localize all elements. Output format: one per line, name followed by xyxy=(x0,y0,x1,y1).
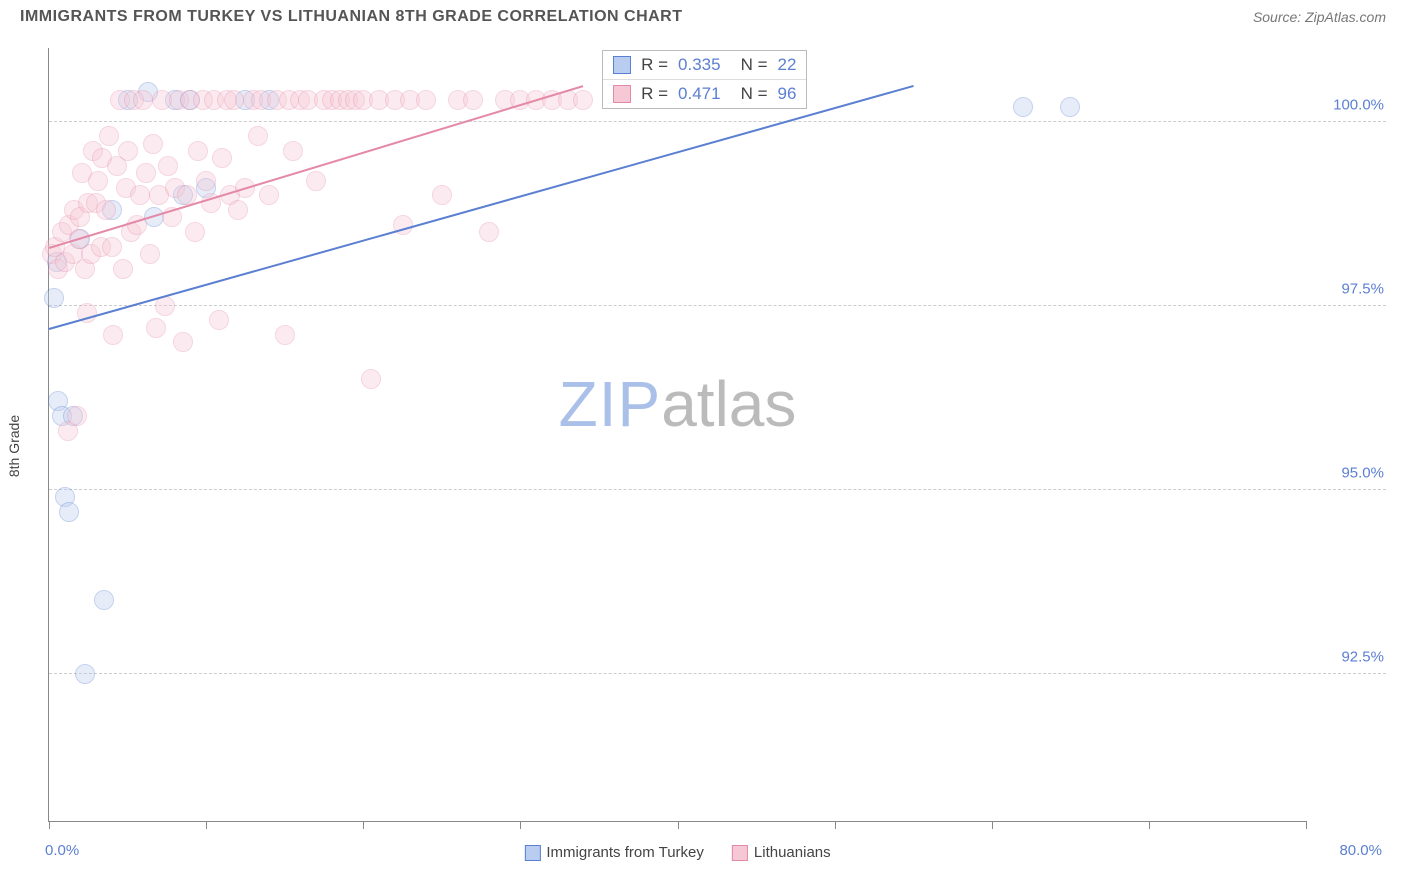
x-tick xyxy=(206,821,207,829)
watermark: ZIPatlas xyxy=(559,367,797,441)
gridline xyxy=(49,673,1386,674)
scatter-point-lithuanians xyxy=(140,244,160,264)
scatter-point-lithuanians xyxy=(275,325,295,345)
y-tick-label: 92.5% xyxy=(1314,648,1384,665)
x-axis-min-label: 0.0% xyxy=(45,842,79,859)
scatter-point-turkey xyxy=(1060,97,1080,117)
legend-item-lithuanians: Lithuanians xyxy=(732,844,831,861)
y-axis-label: 8th Grade xyxy=(6,415,22,477)
scatter-point-lithuanians xyxy=(185,222,205,242)
scatter-point-lithuanians xyxy=(118,141,138,161)
scatter-point-lithuanians xyxy=(102,237,122,257)
scatter-point-lithuanians xyxy=(228,200,248,220)
scatter-point-lithuanians xyxy=(196,171,216,191)
y-tick-label: 97.5% xyxy=(1314,280,1384,297)
chart-title: IMMIGRANTS FROM TURKEY VS LITHUANIAN 8TH… xyxy=(20,8,683,26)
scatter-point-lithuanians xyxy=(432,185,452,205)
x-tick xyxy=(49,821,50,829)
x-tick xyxy=(835,821,836,829)
scatter-point-lithuanians xyxy=(67,406,87,426)
x-tick xyxy=(678,821,679,829)
scatter-point-lithuanians xyxy=(103,325,123,345)
source-label: Source: ZipAtlas.com xyxy=(1253,9,1386,25)
scatter-point-lithuanians xyxy=(136,163,156,183)
gridline xyxy=(49,489,1386,490)
x-tick xyxy=(992,821,993,829)
scatter-point-lithuanians xyxy=(173,332,193,352)
scatter-point-lithuanians xyxy=(416,90,436,110)
scatter-point-lithuanians xyxy=(248,126,268,146)
plot-region: ZIPatlas 92.5%95.0%97.5%100.0% R =0.335N… xyxy=(48,48,1306,822)
scatter-point-lithuanians xyxy=(143,134,163,154)
gridline xyxy=(49,121,1386,122)
scatter-point-lithuanians xyxy=(209,310,229,330)
scatter-point-lithuanians xyxy=(224,90,244,110)
stats-swatch-icon xyxy=(613,85,631,103)
scatter-point-lithuanians xyxy=(306,171,326,191)
legend-item-turkey: Immigrants from Turkey xyxy=(524,844,704,861)
scatter-point-lithuanians xyxy=(361,369,381,389)
scatter-point-turkey xyxy=(75,664,95,684)
scatter-point-lithuanians xyxy=(479,222,499,242)
x-tick xyxy=(520,821,521,829)
stats-row-turkey: R =0.335N =22 xyxy=(603,51,806,79)
scatter-point-lithuanians xyxy=(146,318,166,338)
stats-swatch-icon xyxy=(613,56,631,74)
scatter-point-lithuanians xyxy=(212,148,232,168)
scatter-point-turkey xyxy=(94,590,114,610)
scatter-point-lithuanians xyxy=(113,259,133,279)
legend-label: Lithuanians xyxy=(754,844,831,861)
scatter-point-lithuanians xyxy=(96,200,116,220)
scatter-point-lithuanians xyxy=(463,90,483,110)
y-tick-label: 100.0% xyxy=(1314,96,1384,113)
scatter-point-lithuanians xyxy=(283,141,303,161)
scatter-point-turkey xyxy=(1013,97,1033,117)
scatter-point-turkey xyxy=(44,288,64,308)
legend-swatch-icon xyxy=(732,845,748,861)
scatter-point-lithuanians xyxy=(259,185,279,205)
correlation-stats-box: R =0.335N =22R =0.471N =96 xyxy=(602,50,807,109)
scatter-point-lithuanians xyxy=(158,156,178,176)
legend: Immigrants from Turkey Lithuanians xyxy=(524,844,830,861)
scatter-point-lithuanians xyxy=(99,126,119,146)
x-tick xyxy=(363,821,364,829)
legend-swatch-icon xyxy=(524,845,540,861)
scatter-point-lithuanians xyxy=(130,185,150,205)
stats-row-lithuanians: R =0.471N =96 xyxy=(603,79,806,108)
x-axis-max-label: 80.0% xyxy=(1339,842,1382,859)
scatter-point-turkey xyxy=(59,502,79,522)
legend-label: Immigrants from Turkey xyxy=(546,844,704,861)
scatter-point-lithuanians xyxy=(188,141,208,161)
chart-area: ZIPatlas 92.5% 95.0% 97.5% 100.0% R =0.335N… xyxy=(48,48,1386,822)
gridline xyxy=(49,305,1386,306)
scatter-point-lithuanians xyxy=(573,90,593,110)
scatter-point-lithuanians xyxy=(88,171,108,191)
x-tick xyxy=(1149,821,1150,829)
x-tick xyxy=(1306,821,1307,829)
scatter-point-lithuanians xyxy=(133,90,153,110)
y-tick-label: 95.0% xyxy=(1314,464,1384,481)
